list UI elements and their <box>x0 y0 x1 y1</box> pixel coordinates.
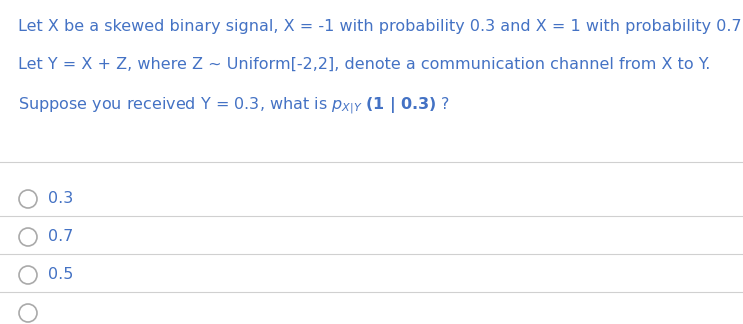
Text: 0.3: 0.3 <box>48 191 74 206</box>
Text: 0.7: 0.7 <box>48 229 74 244</box>
Text: Let Y = X + Z, where Z ~ Uniform[-2,2], denote a communication channel from X to: Let Y = X + Z, where Z ~ Uniform[-2,2], … <box>18 57 710 72</box>
Text: Suppose you received Y = 0.3, what is $p_{X|Y}\ \bf{(1\ |\ 0.3)}$ ?: Suppose you received Y = 0.3, what is $p… <box>18 95 450 116</box>
Text: Let X be a skewed binary signal, X = -1 with probability 0.3 and X = 1 with prob: Let X be a skewed binary signal, X = -1 … <box>18 19 743 34</box>
Text: 0.5: 0.5 <box>48 267 74 282</box>
